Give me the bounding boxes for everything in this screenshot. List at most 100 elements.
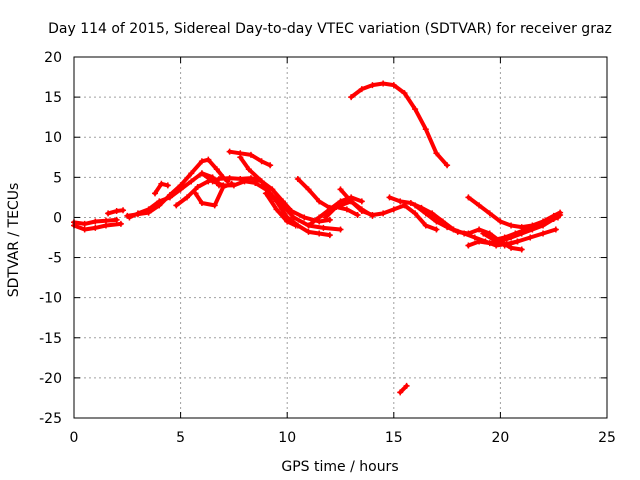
data-point [177, 186, 184, 193]
data-point [320, 224, 327, 231]
data-point [358, 86, 365, 93]
data-point [540, 230, 547, 237]
data-point [247, 175, 254, 182]
data-point [522, 226, 529, 233]
series-line [349, 81, 450, 168]
series-layer [71, 80, 564, 396]
data-point [258, 178, 265, 185]
y-tick-label: 15 [44, 90, 62, 106]
data-point [554, 214, 561, 221]
data-point [326, 232, 333, 239]
series-line [263, 191, 298, 228]
data-point [476, 238, 483, 245]
data-point [557, 209, 564, 216]
data-point [134, 210, 141, 217]
series-arc-4 [124, 156, 231, 219]
series-line [338, 187, 439, 232]
x-tick-label: 15 [385, 430, 403, 446]
series-arc-1 [71, 220, 124, 233]
data-point [533, 222, 540, 229]
data-point [380, 210, 387, 217]
series-arc-14 [305, 194, 365, 229]
y-tick-label: 10 [44, 130, 62, 146]
data-point [369, 212, 376, 219]
series-arc-17 [348, 80, 451, 169]
series-arc-19 [397, 382, 410, 396]
data-point [145, 206, 152, 213]
data-point [333, 204, 340, 211]
series-arc-10 [226, 148, 274, 169]
data-point [337, 198, 344, 205]
data-point [183, 194, 190, 201]
data-point [241, 178, 248, 185]
data-point [188, 178, 195, 185]
y-tick-label: -10 [39, 291, 62, 307]
y-tick-label: 0 [53, 210, 62, 226]
data-point [102, 217, 109, 224]
y-tick-labels: 20 15 10 5 0 -5 -10 -15 -20 -25 [39, 50, 62, 427]
x-tick-label: 5 [176, 430, 185, 446]
data-point [444, 162, 451, 169]
x-tick-label: 20 [491, 430, 509, 446]
data-point [518, 246, 525, 253]
data-point [480, 230, 487, 237]
data-point [194, 183, 201, 190]
data-point [228, 180, 235, 187]
data-point [262, 190, 269, 197]
data-point [403, 382, 410, 389]
series-line [466, 195, 563, 230]
data-point [358, 208, 365, 215]
data-point [247, 151, 254, 158]
y-tick-label: 20 [44, 50, 62, 66]
series-arc-6 [152, 180, 171, 197]
x-tick-label: 0 [70, 430, 79, 446]
data-point [544, 218, 551, 225]
data-point [444, 224, 451, 231]
series-arc-11 [237, 154, 344, 233]
data-point [343, 206, 350, 213]
data-point [337, 186, 344, 193]
data-point [422, 126, 429, 133]
data-point [158, 180, 165, 187]
data-point [512, 230, 519, 237]
data-point [81, 220, 88, 227]
data-point [237, 154, 244, 161]
y-tick-label: -25 [39, 411, 62, 427]
data-point [433, 150, 440, 157]
data-point [292, 222, 299, 229]
data-point [117, 220, 124, 227]
data-point [113, 208, 120, 215]
data-point [290, 214, 297, 221]
data-point [501, 242, 508, 249]
data-point [465, 194, 472, 201]
data-point [497, 218, 504, 225]
data-point [326, 216, 333, 223]
data-point [407, 200, 414, 207]
data-point [267, 162, 274, 169]
x-tick-labels: 0 5 10 15 20 25 [70, 430, 616, 446]
data-point [433, 226, 440, 233]
data-point [552, 226, 559, 233]
data-point [120, 207, 127, 214]
data-point [486, 210, 493, 217]
data-point [369, 82, 376, 89]
data-point [226, 175, 233, 182]
data-point [486, 240, 493, 247]
data-point [501, 234, 508, 241]
data-point [205, 156, 212, 163]
data-point [269, 186, 276, 193]
data-point [316, 198, 323, 205]
data-point [316, 214, 323, 221]
y-tick-label: -5 [48, 251, 62, 267]
series-line [398, 383, 409, 395]
tick-layer [73, 56, 608, 419]
data-point [305, 222, 312, 229]
data-point [386, 194, 393, 201]
y-tick-label: 5 [53, 170, 62, 186]
data-point [173, 202, 180, 209]
data-point [81, 226, 88, 233]
data-point [258, 158, 265, 165]
series-arc-23 [480, 214, 561, 243]
data-point [126, 214, 133, 221]
data-point [305, 186, 312, 193]
